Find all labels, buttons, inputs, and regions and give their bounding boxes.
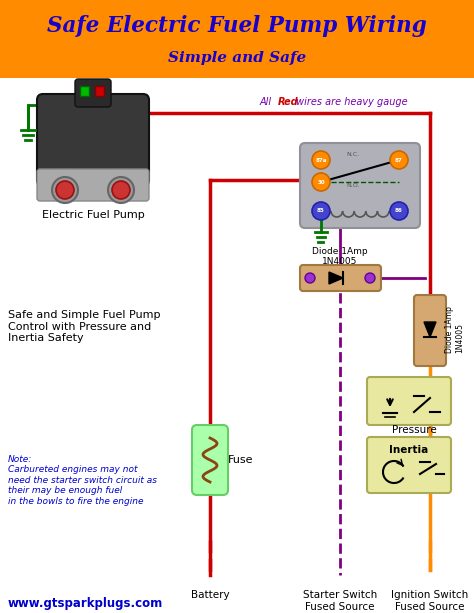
Text: 87a: 87a xyxy=(315,158,327,162)
FancyBboxPatch shape xyxy=(300,143,420,228)
FancyBboxPatch shape xyxy=(367,377,451,425)
Polygon shape xyxy=(329,272,343,284)
FancyBboxPatch shape xyxy=(75,79,111,107)
Text: Safe and Simple Fuel Pump
Control with Pressure and
Inertia Safety: Safe and Simple Fuel Pump Control with P… xyxy=(8,310,161,343)
Text: Ignition Switch
Fused Source: Ignition Switch Fused Source xyxy=(392,590,469,612)
Circle shape xyxy=(390,202,408,220)
Text: Starter Switch
Fused Source: Starter Switch Fused Source xyxy=(303,590,377,612)
FancyBboxPatch shape xyxy=(192,425,228,495)
Text: N.O.: N.O. xyxy=(346,183,359,188)
Circle shape xyxy=(312,151,330,169)
Text: 85: 85 xyxy=(317,208,325,213)
Polygon shape xyxy=(424,322,436,337)
Text: Pressure: Pressure xyxy=(392,425,437,435)
Text: Diode 1Amp
1N4005: Diode 1Amp 1N4005 xyxy=(312,246,368,266)
FancyBboxPatch shape xyxy=(37,169,149,201)
Circle shape xyxy=(56,181,74,199)
Text: wires are heavy gauge: wires are heavy gauge xyxy=(293,97,408,107)
FancyBboxPatch shape xyxy=(367,437,451,493)
Text: 30: 30 xyxy=(317,180,325,185)
Bar xyxy=(80,86,89,96)
Text: Diode 1Amp
1N4005: Diode 1Amp 1N4005 xyxy=(445,306,465,354)
Text: All: All xyxy=(260,97,275,107)
Bar xyxy=(95,86,104,96)
Text: 87: 87 xyxy=(395,158,403,162)
FancyBboxPatch shape xyxy=(414,295,446,366)
Text: Simple and Safe: Simple and Safe xyxy=(168,51,306,65)
Text: Note:
Carbureted engines may not
need the starter switch circuit as
their may be: Note: Carbureted engines may not need th… xyxy=(8,455,157,506)
Text: Fuse: Fuse xyxy=(228,455,254,465)
FancyBboxPatch shape xyxy=(0,0,474,78)
FancyBboxPatch shape xyxy=(37,94,149,186)
Circle shape xyxy=(312,202,330,220)
Text: Electric Fuel Pump: Electric Fuel Pump xyxy=(42,210,145,220)
Circle shape xyxy=(108,177,134,203)
FancyBboxPatch shape xyxy=(300,265,381,291)
Text: Safe Electric Fuel Pump Wiring: Safe Electric Fuel Pump Wiring xyxy=(47,15,427,37)
Circle shape xyxy=(312,173,330,191)
Text: Red: Red xyxy=(278,97,299,107)
Text: N.C.: N.C. xyxy=(346,152,359,157)
Text: Battery: Battery xyxy=(191,590,229,600)
Text: Inertia: Inertia xyxy=(389,445,428,455)
Circle shape xyxy=(390,151,408,169)
Circle shape xyxy=(52,177,78,203)
Circle shape xyxy=(365,273,375,283)
Circle shape xyxy=(305,273,315,283)
Circle shape xyxy=(112,181,130,199)
Text: 86: 86 xyxy=(395,208,403,213)
Text: www.gtsparkplugs.com: www.gtsparkplugs.com xyxy=(8,597,163,610)
